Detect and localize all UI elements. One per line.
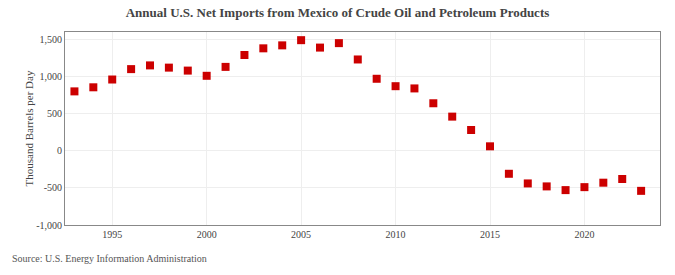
svg-text:Source: U.S. Energy Informatio: Source: U.S. Energy Information Administ… xyxy=(12,253,207,264)
svg-text:1,500: 1,500 xyxy=(40,34,63,45)
svg-text:2005: 2005 xyxy=(291,229,311,240)
svg-text:0: 0 xyxy=(57,145,62,156)
svg-text:2010: 2010 xyxy=(386,229,406,240)
svg-text:-1,000: -1,000 xyxy=(36,220,62,231)
svg-text:1,000: 1,000 xyxy=(40,71,63,82)
svg-text:500: 500 xyxy=(47,108,62,119)
svg-text:1995: 1995 xyxy=(102,229,122,240)
svg-text:2000: 2000 xyxy=(197,229,217,240)
svg-text:-500: -500 xyxy=(44,182,62,193)
svg-text:2015: 2015 xyxy=(480,229,500,240)
svg-text:2020: 2020 xyxy=(574,229,594,240)
svg-text:Annual U.S. Net Imports from M: Annual U.S. Net Imports from Mexico of C… xyxy=(126,5,550,20)
svg-text:Thousand Barrels per Day: Thousand Barrels per Day xyxy=(23,70,35,186)
